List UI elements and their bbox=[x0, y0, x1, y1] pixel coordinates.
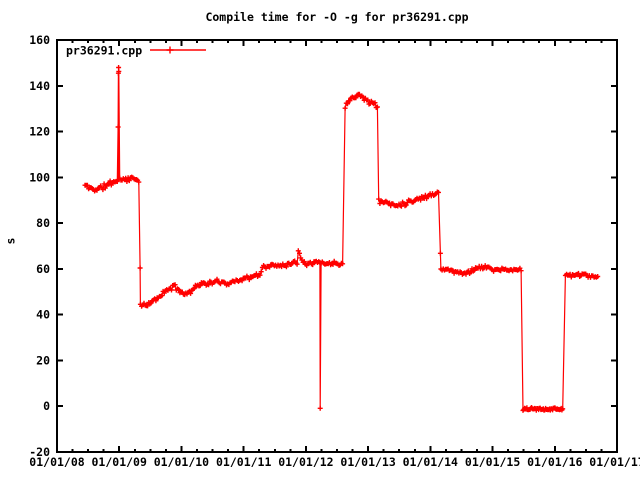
series-markers bbox=[82, 65, 601, 413]
y-tick-label: -20 bbox=[29, 445, 50, 459]
y-tick-label: 60 bbox=[36, 262, 50, 276]
y-tick-label: 100 bbox=[29, 170, 50, 184]
x-tick-label: 01/01/12 bbox=[278, 455, 333, 469]
plot-frame bbox=[56, 39, 618, 453]
chart-title: Compile time for -O -g for pr36291.cpp bbox=[205, 10, 469, 24]
legend-label: pr36291.cpp bbox=[66, 44, 142, 58]
y-tick-label: 80 bbox=[36, 216, 50, 230]
x-tick-label: 01/01/15 bbox=[465, 455, 520, 469]
x-tick-label: 01/01/14 bbox=[403, 455, 458, 469]
x-tick-label: 01/01/13 bbox=[340, 455, 395, 469]
x-tick-label: 01/01/10 bbox=[154, 455, 209, 469]
y-tick-label: 0 bbox=[43, 399, 50, 413]
legend-sample-marker bbox=[166, 46, 174, 54]
x-tick-label: 01/01/16 bbox=[527, 455, 582, 469]
x-tick-label: 01/01/11 bbox=[216, 455, 271, 469]
legend: pr36291.cpp bbox=[66, 44, 206, 58]
series-pr36291cpp bbox=[82, 65, 601, 413]
x-tick-label: 01/01/17 bbox=[589, 455, 640, 469]
y-tick-label: 40 bbox=[36, 308, 50, 322]
y-tick-label: 20 bbox=[36, 353, 50, 367]
x-tick-label: 01/01/08 bbox=[29, 455, 84, 469]
y-tick-label: 140 bbox=[29, 79, 50, 93]
y-tick-label: 120 bbox=[29, 125, 50, 139]
series-line bbox=[84, 66, 599, 411]
x-tick-label: 01/01/09 bbox=[92, 455, 147, 469]
y-tick-label: 160 bbox=[29, 33, 50, 47]
